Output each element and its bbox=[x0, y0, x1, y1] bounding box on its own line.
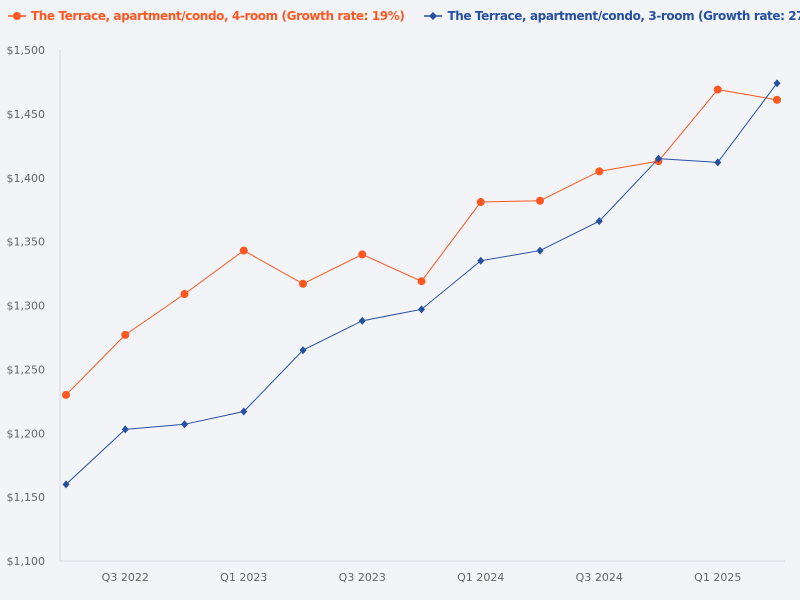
data-point bbox=[239, 246, 248, 255]
y-tick-label: $1,450 bbox=[7, 108, 46, 121]
x-tick-label: Q3 2023 bbox=[339, 571, 386, 584]
data-point bbox=[536, 246, 544, 255]
data-point bbox=[714, 158, 722, 167]
y-tick-label: $1,350 bbox=[7, 236, 46, 249]
legend: The Terrace, apartment/condo, 4-room (Gr… bbox=[8, 9, 800, 23]
data-point bbox=[476, 198, 485, 207]
x-tick-label: Q3 2024 bbox=[576, 571, 623, 584]
diamond-marker-icon bbox=[424, 12, 443, 20]
data-point bbox=[477, 256, 485, 265]
y-tick-label: $1,300 bbox=[7, 300, 46, 313]
series-line-1 bbox=[65, 89, 778, 396]
data-point bbox=[713, 85, 722, 94]
y-tick-label: $1,250 bbox=[7, 363, 46, 376]
data-point bbox=[773, 79, 781, 88]
data-point bbox=[417, 277, 426, 286]
x-tick-label: Q1 2023 bbox=[220, 571, 267, 584]
data-point bbox=[62, 480, 70, 489]
y-tick-label: $1,150 bbox=[7, 491, 46, 504]
data-point bbox=[595, 167, 604, 176]
legend-label: The Terrace, apartment/condo, 3-room (Gr… bbox=[447, 9, 800, 23]
data-point bbox=[595, 217, 603, 226]
data-point bbox=[655, 154, 662, 163]
data-point bbox=[536, 196, 544, 205]
x-tick-label: Q1 2024 bbox=[457, 571, 504, 584]
y-tick-label: $1,400 bbox=[7, 172, 46, 185]
x-tick-label: Q3 2022 bbox=[102, 571, 149, 584]
data-point bbox=[240, 407, 248, 416]
legend-label: The Terrace, apartment/condo, 4-room (Gr… bbox=[31, 9, 405, 23]
data-point bbox=[418, 305, 425, 314]
legend-item-4-room[interactable]: The Terrace, apartment/condo, 4-room (Gr… bbox=[8, 9, 405, 23]
y-tick-label: $1,500 bbox=[7, 44, 46, 57]
data-point bbox=[358, 250, 367, 259]
data-point bbox=[121, 330, 130, 339]
data-point bbox=[299, 346, 307, 355]
y-tick-label: $1,100 bbox=[7, 555, 46, 568]
y-tick-label: $1,200 bbox=[7, 427, 46, 440]
legend-item-3-room[interactable]: The Terrace, apartment/condo, 3-room (Gr… bbox=[424, 9, 800, 23]
data-point bbox=[180, 290, 189, 299]
data-point bbox=[299, 279, 307, 288]
data-point bbox=[181, 420, 188, 429]
data-point bbox=[62, 390, 70, 399]
x-tick-label: Q1 2025 bbox=[694, 571, 741, 584]
data-point bbox=[121, 425, 129, 434]
data-point bbox=[773, 95, 781, 104]
data-point bbox=[358, 316, 366, 325]
circle-marker-icon bbox=[8, 12, 26, 20]
